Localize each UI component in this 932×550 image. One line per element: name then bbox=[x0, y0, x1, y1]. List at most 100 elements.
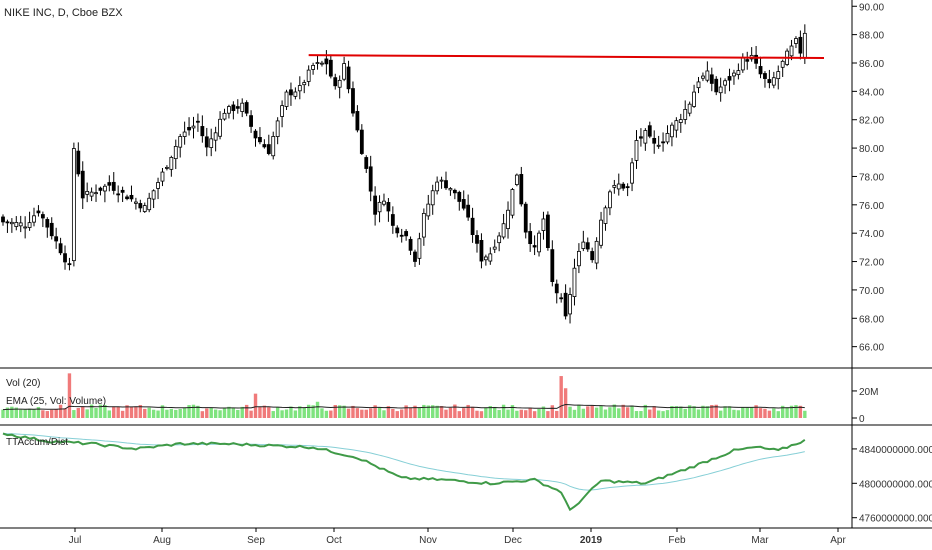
candle-body bbox=[275, 120, 280, 137]
candle-body bbox=[333, 77, 338, 87]
volume-bar bbox=[337, 405, 342, 418]
volume-bar bbox=[160, 405, 165, 418]
candle-body bbox=[244, 102, 249, 114]
volume-bar bbox=[94, 408, 98, 418]
candle-body bbox=[386, 202, 391, 212]
candle-body bbox=[355, 111, 360, 131]
volume-bar bbox=[683, 408, 687, 418]
price-tick-label: 86.00 bbox=[859, 59, 884, 70]
candle-body bbox=[102, 185, 107, 192]
candle-body bbox=[444, 180, 448, 189]
volume-bar bbox=[417, 407, 422, 418]
candle-body bbox=[395, 227, 400, 234]
price-tick-label: 88.00 bbox=[859, 31, 884, 42]
candle-body bbox=[647, 125, 652, 137]
accum-axis-ticks: 4840000000.000 4800000000.000 4760000000.0… bbox=[852, 445, 932, 525]
volume-bar bbox=[231, 407, 236, 418]
candle-body bbox=[435, 181, 440, 192]
volume-bar bbox=[537, 408, 541, 418]
candle-body bbox=[368, 166, 373, 192]
volume-bar bbox=[404, 405, 408, 418]
candle-body bbox=[696, 81, 701, 89]
volume-bar bbox=[621, 404, 625, 418]
candle-body bbox=[723, 80, 727, 86]
volume-bar bbox=[50, 409, 54, 418]
volume-bar bbox=[205, 408, 209, 418]
volume-bar bbox=[794, 405, 798, 418]
volume-bar bbox=[577, 404, 581, 418]
volume-bar bbox=[798, 405, 803, 418]
volume-bar bbox=[780, 405, 785, 418]
candle-body bbox=[758, 66, 763, 75]
accum-tick-label: 4840000000.000 bbox=[859, 445, 932, 456]
volume-bar bbox=[236, 409, 240, 418]
volume-bar bbox=[803, 410, 807, 418]
volume-bar bbox=[302, 407, 306, 418]
candle-body bbox=[705, 70, 710, 81]
candle-body bbox=[249, 115, 253, 127]
candle-body bbox=[621, 183, 626, 189]
volume-bar bbox=[435, 405, 439, 418]
volume-bar bbox=[599, 405, 603, 418]
volume-bar bbox=[431, 405, 435, 418]
candle-body bbox=[18, 222, 23, 227]
candle-body bbox=[678, 119, 683, 123]
volume-bar bbox=[191, 404, 196, 418]
volume-bar bbox=[213, 409, 218, 418]
candle-body bbox=[767, 79, 772, 84]
candle-body bbox=[732, 72, 736, 77]
volume-bar bbox=[696, 409, 701, 418]
volume-bar bbox=[422, 404, 426, 418]
candle-body bbox=[320, 62, 324, 65]
candle-body bbox=[639, 136, 643, 139]
candle-body bbox=[173, 145, 178, 160]
volume-bar bbox=[572, 409, 577, 418]
price-tick-label: 82.00 bbox=[859, 116, 884, 127]
candle-body bbox=[120, 189, 125, 193]
candle-body bbox=[240, 102, 245, 112]
candle-body bbox=[776, 71, 781, 80]
candle-body bbox=[683, 109, 688, 120]
time-tick-label: Sep bbox=[247, 535, 265, 546]
candle-body bbox=[652, 137, 657, 144]
volume-bar bbox=[324, 410, 329, 418]
candle-body bbox=[58, 243, 63, 254]
candle-body bbox=[709, 74, 714, 84]
candle-body bbox=[661, 141, 665, 144]
candles-group bbox=[1, 24, 807, 324]
volume-bar bbox=[298, 406, 302, 418]
volume-axis-ticks: 20M 0 bbox=[852, 387, 878, 425]
candle-body bbox=[142, 205, 147, 212]
volume-bar bbox=[470, 406, 475, 418]
candle-body bbox=[63, 253, 67, 263]
volume-bar bbox=[284, 409, 289, 418]
candle-body bbox=[89, 191, 94, 197]
volume-bar bbox=[634, 411, 639, 418]
candle-body bbox=[736, 70, 741, 76]
candle-body bbox=[794, 38, 798, 44]
volume-bar bbox=[103, 405, 107, 418]
volume-bar bbox=[524, 410, 528, 418]
candle-body bbox=[147, 197, 152, 211]
volume-bar bbox=[14, 407, 18, 418]
volume-bar bbox=[501, 404, 506, 418]
candle-body bbox=[165, 166, 169, 169]
volume-bar bbox=[342, 405, 346, 418]
volume-bar bbox=[377, 407, 382, 418]
volume-bar bbox=[652, 406, 656, 418]
candle-body bbox=[497, 235, 502, 244]
candle-body bbox=[599, 219, 603, 246]
volume-bar bbox=[758, 408, 763, 418]
volume-bar bbox=[209, 407, 213, 418]
candle-body bbox=[413, 251, 417, 262]
candle-body bbox=[532, 245, 537, 248]
candle-body bbox=[625, 186, 630, 189]
volume-tick-label: 20M bbox=[859, 387, 878, 398]
price-tick-label: 68.00 bbox=[859, 314, 884, 325]
volume-bar bbox=[559, 376, 563, 418]
volume-bar bbox=[45, 411, 49, 418]
candle-body bbox=[271, 136, 276, 157]
candle-body bbox=[129, 194, 134, 200]
candle-body bbox=[235, 106, 240, 109]
price-tick-label: 72.00 bbox=[859, 258, 884, 269]
